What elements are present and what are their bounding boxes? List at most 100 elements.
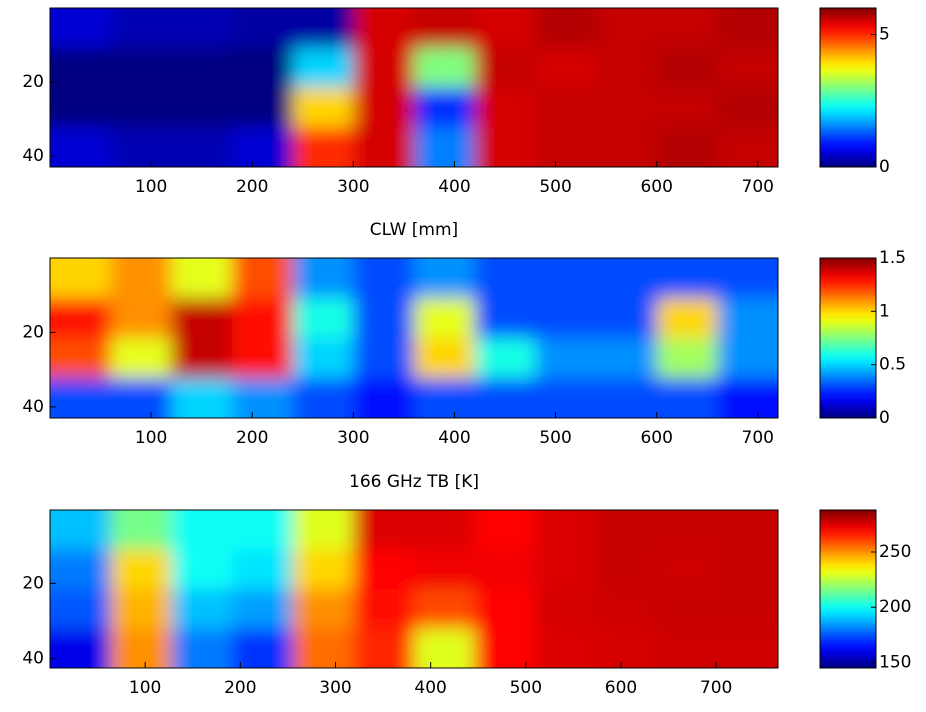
heatmap-cell	[232, 628, 294, 668]
x-tick-label: 600	[605, 678, 637, 698]
heatmap-cell	[535, 589, 597, 630]
heatmap-cell	[50, 298, 112, 339]
heatmap-cell	[50, 549, 112, 590]
heatmap-cell	[232, 258, 294, 299]
heatmap-cell	[596, 87, 658, 129]
heatmap-cell	[717, 258, 778, 299]
x-tick-label: 200	[236, 177, 268, 197]
heatmap-cell	[717, 378, 778, 418]
heatmap-cell	[717, 87, 778, 129]
heatmap-cell	[232, 589, 294, 630]
heatmap-cell	[171, 258, 233, 299]
heatmap-cell	[596, 258, 658, 299]
heatmap-cell	[292, 589, 355, 630]
heatmap-cell	[535, 338, 597, 379]
heatmap-cell	[717, 298, 778, 339]
x-tick-label: 400	[414, 678, 446, 698]
colorbar-tick-label: 200	[879, 597, 911, 617]
colorbar-tick-label: 150	[879, 652, 911, 672]
heatmap-cell	[414, 127, 476, 167]
heatmap-cell	[414, 298, 476, 339]
heatmap-cell	[292, 8, 355, 49]
heatmap-cell	[353, 549, 415, 590]
colorbar-tick-label: 0	[879, 408, 890, 428]
heatmap-cell	[535, 87, 597, 129]
x-tick-label: 600	[640, 177, 672, 197]
x-tick-label: 500	[539, 428, 571, 448]
heatmap-cell	[110, 87, 173, 129]
heatmap-cell	[717, 549, 778, 590]
heatmap-cell	[656, 338, 719, 379]
heatmap-cell	[353, 127, 415, 167]
heatmap-cell	[596, 47, 658, 89]
heatmap-cell	[50, 338, 112, 379]
heatmap-cell	[292, 258, 355, 299]
heatmap-cell	[50, 47, 112, 89]
heatmap-cell	[474, 258, 537, 299]
y-tick-label: 40	[22, 649, 44, 669]
heatmap-cell	[535, 8, 597, 49]
heatmap-cell	[717, 338, 778, 379]
heatmap-cell	[656, 628, 719, 668]
heatmap-cell	[535, 628, 597, 668]
heatmap-cells	[50, 258, 778, 418]
heatmap-cell	[292, 510, 355, 551]
heatmap-cell	[232, 87, 294, 129]
heatmap-cell	[232, 549, 294, 590]
heatmap-cell	[596, 589, 658, 630]
heatmap-cell	[50, 589, 112, 630]
x-tick-label: 500	[539, 177, 571, 197]
heatmap-cell	[474, 8, 537, 49]
heatmap-cell	[171, 127, 233, 167]
heatmap-cell	[110, 127, 173, 167]
heatmap-cells	[50, 8, 778, 167]
heatmap-cell	[717, 127, 778, 167]
heatmap-cell	[656, 549, 719, 590]
y-tick-label: 20	[22, 573, 44, 593]
heatmap-cell	[474, 589, 537, 630]
heatmap-cell	[171, 298, 233, 339]
heatmap-cell	[596, 338, 658, 379]
heatmap-cell	[414, 87, 476, 129]
axes-frame	[49, 7, 779, 168]
heatmap-cell	[110, 258, 173, 299]
heatmap-cell	[353, 47, 415, 89]
heatmap-cell	[596, 298, 658, 339]
heatmap-cell	[292, 127, 355, 167]
heatmap-cell	[171, 589, 233, 630]
heatmap-cell	[474, 628, 537, 668]
heatmap-cell	[292, 47, 355, 89]
heatmap-cell	[596, 378, 658, 418]
heatmap-cell	[110, 549, 173, 590]
x-tick-label: 300	[337, 428, 369, 448]
heatmap-cell	[110, 589, 173, 630]
colorbar-tick-label: 0	[879, 157, 890, 177]
heatmap-cell	[110, 298, 173, 339]
axes-frame	[49, 509, 779, 669]
y-tick-label: 40	[22, 146, 44, 166]
heatmap-cell	[656, 589, 719, 630]
x-tick-label: 400	[438, 428, 470, 448]
heatmap-cell	[656, 378, 719, 418]
colorbar	[819, 7, 877, 168]
heatmap-cell	[474, 127, 537, 167]
heatmap-cell	[50, 628, 112, 668]
heatmap-cell	[535, 258, 597, 299]
colorbar	[819, 257, 877, 419]
x-tick-label: 200	[224, 678, 256, 698]
heatmap-cell	[353, 258, 415, 299]
x-tick-label: 500	[510, 678, 542, 698]
heatmap-cell	[292, 298, 355, 339]
heatmap-cell	[110, 628, 173, 668]
heatmap-cell	[474, 87, 537, 129]
heatmap-cell	[474, 338, 537, 379]
heatmap-cell	[232, 510, 294, 551]
heatmap-cell	[656, 87, 719, 129]
x-tick-label: 300	[319, 678, 351, 698]
heatmap-cell	[292, 338, 355, 379]
y-tick-label: 20	[22, 72, 44, 92]
heatmap-cell	[171, 338, 233, 379]
heatmap-cells	[50, 510, 778, 668]
heatmap-cell	[717, 47, 778, 89]
heatmap-cell	[232, 8, 294, 49]
